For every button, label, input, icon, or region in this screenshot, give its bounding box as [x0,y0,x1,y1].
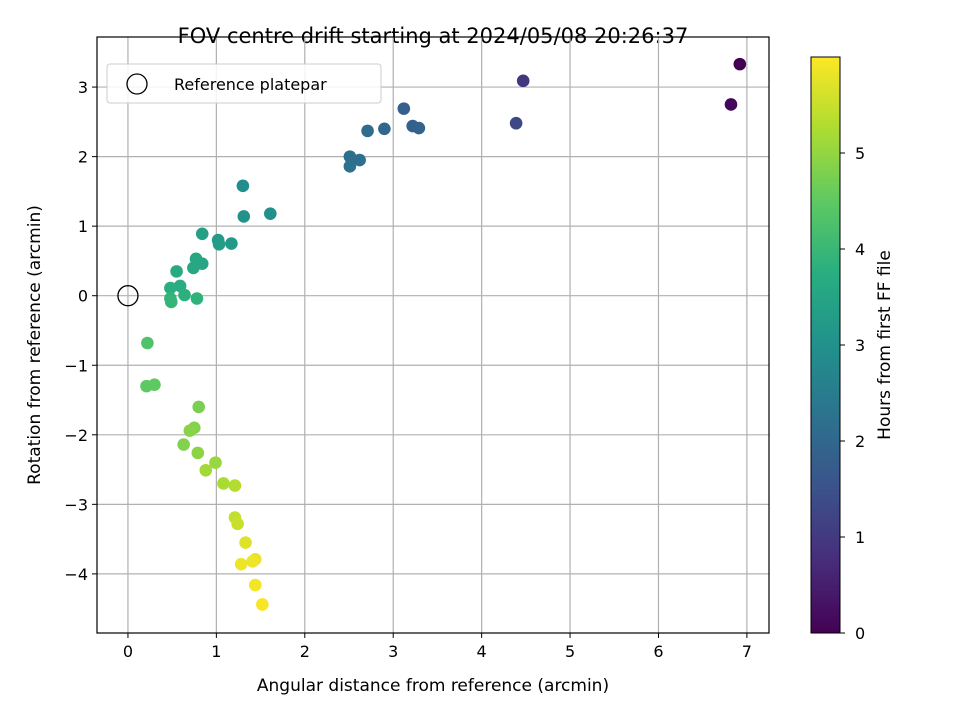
colorbar-tick-label: 4 [855,240,865,259]
x-axis-ticks: 0 1 2 3 4 5 6 7 [123,633,752,661]
scatter-point [248,578,262,592]
x-axis-title: Angular distance from reference (arcmin) [257,676,609,696]
legend: Reference platepar [106,63,382,104]
x-tick-label: 6 [653,642,663,661]
colorbar-gradient [810,56,841,634]
data-points [140,57,747,611]
scatter-point [509,116,523,130]
y-tick-label: −2 [64,426,88,445]
y-tick-label: 0 [78,287,88,306]
scatter-point [217,477,230,490]
colorbar-tick-label: 0 [855,624,865,643]
scatter-point [177,438,190,451]
scatter-point [183,424,197,437]
scatter-point [178,288,191,302]
scatter-point [264,207,277,220]
y-tick-label: −4 [64,565,88,584]
scatter-point [141,336,154,350]
x-tick-label: 1 [211,642,221,661]
y-tick-label: 3 [78,78,88,97]
scatter-point [192,400,205,414]
scatter-point [212,237,226,251]
scatter-point [187,261,200,275]
scatter-point [361,124,374,138]
colorbar-ticks: 0 1 2 3 4 5 [840,144,865,643]
y-axis-title: Rotation from reference (arcmin) [25,205,45,485]
colorbar: 0 1 2 3 4 5 Hours from first FF file [810,56,895,643]
scatter-point [412,121,426,135]
y-tick-label: 1 [78,217,88,236]
reference-marker-layer [117,285,139,307]
x-tick-label: 7 [742,642,752,661]
x-tick-label: 4 [477,642,487,661]
y-tick-label: 2 [78,148,88,167]
x-tick-label: 0 [123,642,133,661]
colorbar-tick-label: 2 [855,432,865,451]
legend-label: Reference platepar [174,75,327,94]
scatter-point [164,295,178,309]
scatter-point [191,446,205,460]
scatter-point [733,57,747,71]
scatter-point [239,536,252,549]
scatter-point [237,210,251,223]
plot-frame [96,36,770,634]
reference-platepar-marker [117,285,139,307]
scatter-point [236,179,250,193]
x-tick-label: 2 [300,642,310,661]
scatter-point [353,153,366,167]
colorbar-tick-label: 3 [855,336,865,355]
colorbar-tick-label: 1 [855,528,865,547]
legend-reference-marker [126,73,148,95]
scatter-point [343,160,357,173]
scatter-point [195,227,209,241]
scatter-point [199,463,213,477]
scatter-point [170,265,183,278]
scatter-point [231,517,244,531]
y-tick-label: −3 [64,495,88,514]
scatter-point [256,598,269,611]
scatter-point [246,555,259,568]
colorbar-tick-label: 5 [855,144,865,163]
colorbar-label: Hours from first FF file [875,250,895,440]
scatter-point [209,456,222,469]
scatter-point [190,292,204,305]
chart-title: FOV centre drift starting at 2024/05/08 … [178,24,689,48]
scatter-point [148,378,161,392]
x-tick-label: 5 [565,642,575,661]
y-tick-label: −1 [64,356,88,375]
y-axis-ticks: −4 −3 −2 −1 0 1 2 3 [64,78,97,584]
legend-box [106,63,382,104]
scatter-point [378,122,391,136]
scatter-point [724,98,738,111]
scatter-point [397,102,411,115]
scatter-point [228,479,242,492]
scatter-point [225,237,238,250]
scatter-point [234,557,248,571]
x-tick-label: 3 [388,642,398,661]
grid-lines [97,37,769,633]
scatter-point [343,150,357,163]
scatter-point [164,281,177,295]
scatter-point [516,74,530,88]
